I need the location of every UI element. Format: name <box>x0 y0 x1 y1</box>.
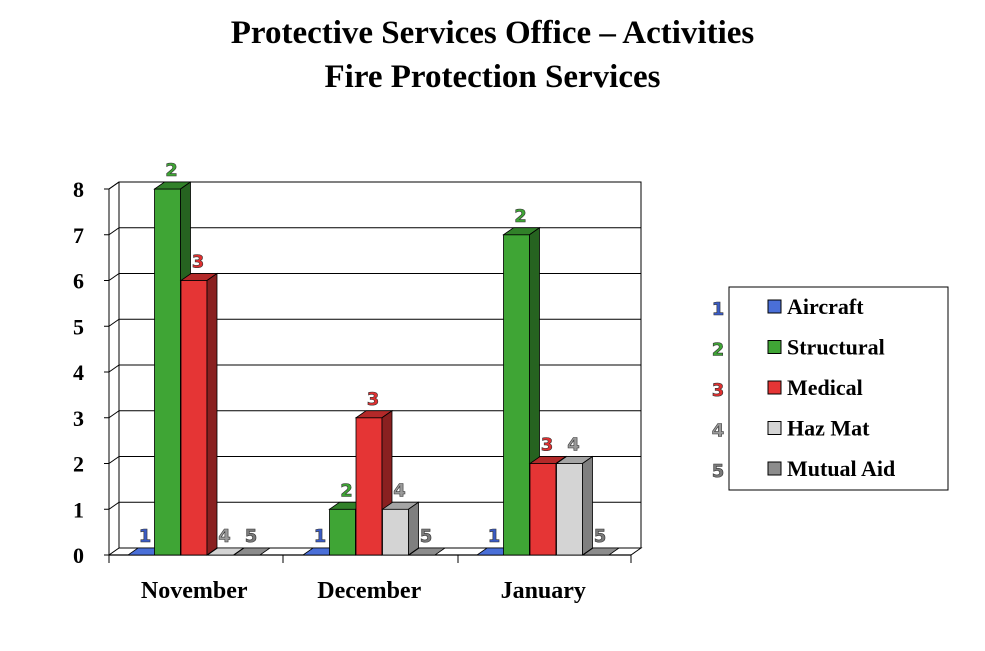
bar-front <box>529 463 557 556</box>
legend-swatch <box>767 421 782 435</box>
bar <box>407 547 447 556</box>
bar-front <box>382 508 409 556</box>
bar-flat <box>407 547 447 556</box>
bar <box>354 409 394 556</box>
bar-side <box>206 272 218 556</box>
legend-label: Medical <box>787 375 863 400</box>
y-tick-label: 4 <box>73 360 84 385</box>
bar-data-label: 2 <box>165 160 178 181</box>
bar-data-label: 3 <box>367 389 380 410</box>
legend-item: 4 Haz Mat <box>711 416 870 442</box>
y-axis-top <box>108 181 120 190</box>
bar <box>581 547 621 556</box>
bar-front <box>180 280 208 556</box>
legend-label: Mutual Aid <box>787 456 895 481</box>
bar-data-label: 2 <box>514 206 527 227</box>
bar <box>179 272 219 556</box>
legend-key-number: 3 <box>712 380 725 401</box>
bar-front <box>329 508 356 556</box>
bars <box>126 181 621 556</box>
bar-front <box>355 417 383 556</box>
legend-item: 1 Aircraft <box>711 294 864 320</box>
bar-front <box>154 188 181 556</box>
bar-data-label: 5 <box>245 526 258 547</box>
legend-key-number: 2 <box>712 340 725 361</box>
bar-data-label: 4 <box>567 435 580 456</box>
bar-side <box>582 455 593 556</box>
legend-swatch <box>767 299 782 314</box>
legend-label: Haz Mat <box>787 416 870 441</box>
bar-data-label: 5 <box>594 526 607 547</box>
gridline-side <box>108 318 120 327</box>
bar <box>232 547 272 556</box>
bar-data-label: 1 <box>314 526 327 547</box>
y-tick-label: 6 <box>73 269 84 294</box>
y-tick-label: 7 <box>73 223 84 248</box>
legend-label: Aircraft <box>787 294 864 319</box>
bar-flat <box>581 547 621 556</box>
bar <box>555 455 594 556</box>
legend-item: 3 Medical <box>711 375 863 401</box>
bar-flat <box>232 547 272 556</box>
gridline-side <box>108 501 120 510</box>
bar-data-label: 2 <box>340 480 353 501</box>
bar-side <box>408 501 419 556</box>
bar-front <box>556 463 583 556</box>
legend-key-number: 5 <box>712 461 725 482</box>
y-tick-label: 3 <box>73 406 84 431</box>
y-tick-label: 1 <box>73 497 84 522</box>
bar-data-label: 1 <box>488 526 501 547</box>
y-tick-label: 5 <box>73 314 84 339</box>
bar-front <box>503 234 530 556</box>
bar-data-label: 3 <box>541 435 554 456</box>
bar-data-label: 4 <box>393 480 406 501</box>
bar-data-label: 3 <box>192 252 205 273</box>
x-category-label: December <box>317 578 421 604</box>
y-tick-label: 8 <box>73 177 84 202</box>
legend-key-number: 1 <box>712 299 725 320</box>
x-category-label: January <box>501 578 586 604</box>
y-tick-label: 0 <box>73 543 84 568</box>
gridline-side <box>108 364 120 373</box>
bar-data-label: 4 <box>218 526 231 547</box>
chart-title: Protective Services Office – Activities <box>230 15 755 51</box>
legend-swatch <box>767 380 782 395</box>
gridline-side <box>108 456 120 464</box>
gridline-side <box>108 273 120 281</box>
bar-data-label: 1 <box>139 526 152 547</box>
legend-box <box>728 286 949 491</box>
y-tick-label: 2 <box>73 452 84 477</box>
x-category-label: November <box>141 578 248 604</box>
legend-key-number: 4 <box>712 421 725 442</box>
gridline-side <box>108 410 120 419</box>
legend-label: Structural <box>787 335 885 360</box>
chart-subtitle: Fire Protection Services <box>324 59 661 95</box>
legend-item: 5 Mutual Aid <box>711 456 895 482</box>
gridline-side <box>108 227 120 236</box>
legend: 1 Aircraft 2 Structural 3 Medical 4 Haz Mat 5 Mut… <box>711 286 949 491</box>
bar <box>381 501 420 556</box>
legend-swatch <box>767 461 782 476</box>
bar-data-label: 5 <box>420 526 433 547</box>
legend-item: 2 Structural <box>711 335 885 361</box>
legend-swatch <box>767 340 782 354</box>
